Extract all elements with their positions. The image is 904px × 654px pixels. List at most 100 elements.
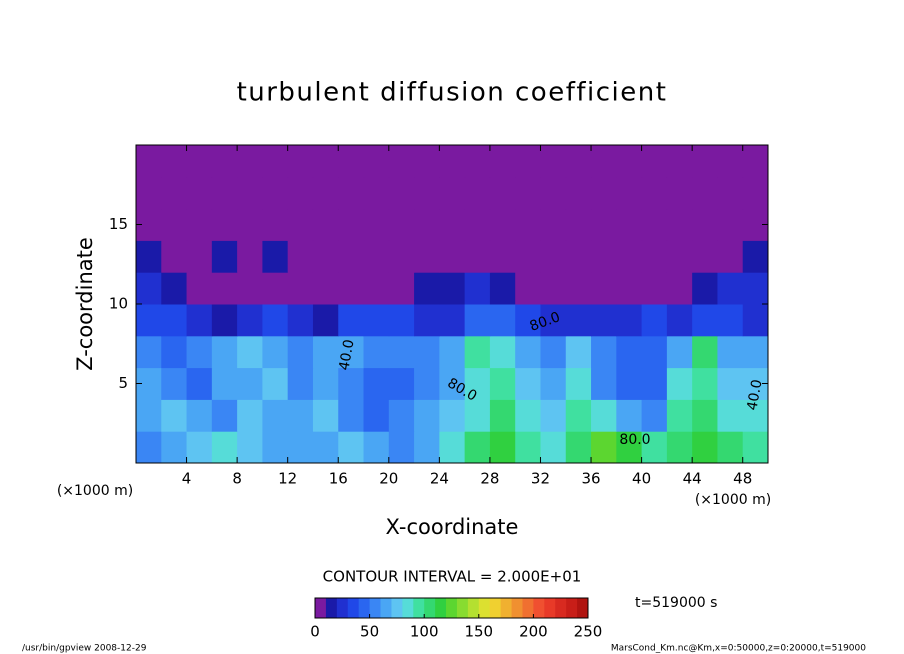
heat-cell xyxy=(136,145,162,178)
heat-cell xyxy=(540,240,567,273)
heat-cell xyxy=(591,399,617,432)
footer-right: MarsCond_Km.nc@Km,x=0:50000,z=0:20000,t=… xyxy=(611,644,866,654)
heat-cell xyxy=(666,176,693,210)
heat-cell xyxy=(414,208,440,241)
colorbar-swatch xyxy=(500,598,513,618)
colorbar-swatch xyxy=(336,598,349,618)
x-tick-label: 24 xyxy=(430,470,449,488)
heat-cell xyxy=(388,431,415,464)
heat-cell xyxy=(186,208,213,241)
heat-cell xyxy=(717,208,744,241)
heat-cell xyxy=(237,304,263,337)
heat-cell xyxy=(211,272,238,305)
heat-cell xyxy=(287,335,314,369)
heat-cell xyxy=(211,399,238,432)
heat-cell xyxy=(363,176,390,210)
heat-cell xyxy=(565,145,592,178)
heat-cell xyxy=(262,335,289,369)
heat-cell xyxy=(414,304,440,337)
heat-cell xyxy=(464,304,491,337)
heat-cell xyxy=(161,272,188,305)
heat-cell xyxy=(161,335,188,369)
colorbar-tick-label: 50 xyxy=(360,623,379,641)
heat-cell xyxy=(515,145,541,178)
contour-label: 80.0 xyxy=(619,432,650,448)
heat-cell xyxy=(692,399,718,432)
heat-cell xyxy=(439,272,466,305)
heat-cell xyxy=(211,431,238,464)
heat-cell xyxy=(464,431,491,464)
heat-cell xyxy=(312,145,339,178)
heat-cell xyxy=(666,399,693,432)
heat-cell xyxy=(237,335,263,369)
x-tick-label: 4 xyxy=(182,470,192,488)
heat-cell xyxy=(616,399,643,432)
heat-cell xyxy=(565,399,592,432)
heat-cell xyxy=(515,176,541,210)
heat-cell xyxy=(262,240,289,273)
heat-cell xyxy=(591,240,617,273)
heat-cell xyxy=(363,240,390,273)
heat-cell xyxy=(338,431,365,464)
heat-cell xyxy=(312,431,339,464)
heat-cell xyxy=(439,208,466,241)
heat-cell xyxy=(161,240,188,273)
heat-cell xyxy=(742,272,769,305)
heat-cell xyxy=(388,367,415,400)
heat-cell xyxy=(237,272,263,305)
heat-cell xyxy=(742,431,769,464)
heat-cell xyxy=(161,431,188,464)
heat-cell xyxy=(237,176,263,210)
heat-cell xyxy=(338,304,365,337)
heat-cell xyxy=(464,176,491,210)
heat-cell xyxy=(717,399,744,432)
x-tick-label: 40 xyxy=(632,470,651,488)
heat-cell xyxy=(388,272,415,305)
heat-cell xyxy=(136,176,162,210)
heat-cell xyxy=(464,208,491,241)
x-tick-label: 16 xyxy=(329,470,348,488)
heat-cell xyxy=(515,240,541,273)
heat-cell xyxy=(287,176,314,210)
heat-cell xyxy=(489,272,516,305)
heat-cell xyxy=(363,367,390,400)
heat-cell xyxy=(414,367,440,400)
heat-cell xyxy=(616,208,643,241)
heat-cell xyxy=(439,431,466,464)
x-tick-label: 12 xyxy=(278,470,297,488)
heat-cell xyxy=(616,304,643,337)
heat-cell xyxy=(666,431,693,464)
colorbar-frame xyxy=(314,597,589,619)
heat-cell xyxy=(692,431,718,464)
x-unit: (×1000 m) xyxy=(695,492,771,508)
heat-cell xyxy=(211,367,238,400)
heat-cell xyxy=(565,304,592,337)
heat-cell xyxy=(186,335,213,369)
heat-cell xyxy=(414,145,440,178)
heat-cell xyxy=(540,431,567,464)
heat-cell xyxy=(717,335,744,369)
heat-cell xyxy=(540,176,567,210)
heat-cell xyxy=(742,145,769,178)
heat-cell xyxy=(312,399,339,432)
heat-cell xyxy=(489,399,516,432)
heat-cell xyxy=(363,431,390,464)
heat-cell xyxy=(338,272,365,305)
heat-cell xyxy=(591,304,617,337)
colorbar-swatch xyxy=(435,598,447,618)
colorbar-swatch xyxy=(347,598,360,618)
colorbar-swatch xyxy=(456,598,469,618)
heat-cell xyxy=(489,240,516,273)
heat-cell xyxy=(717,431,744,464)
colorbar-swatch xyxy=(489,598,502,618)
y-tick-label: 5 xyxy=(118,374,128,392)
heat-cell xyxy=(489,304,516,337)
heat-cell xyxy=(489,145,516,178)
heat-cell xyxy=(262,208,289,241)
colorbar-swatch xyxy=(555,598,567,618)
x-tick-label: 28 xyxy=(480,470,499,488)
heat-cell xyxy=(717,272,744,305)
heat-cell xyxy=(692,208,718,241)
heat-cell xyxy=(616,176,643,210)
